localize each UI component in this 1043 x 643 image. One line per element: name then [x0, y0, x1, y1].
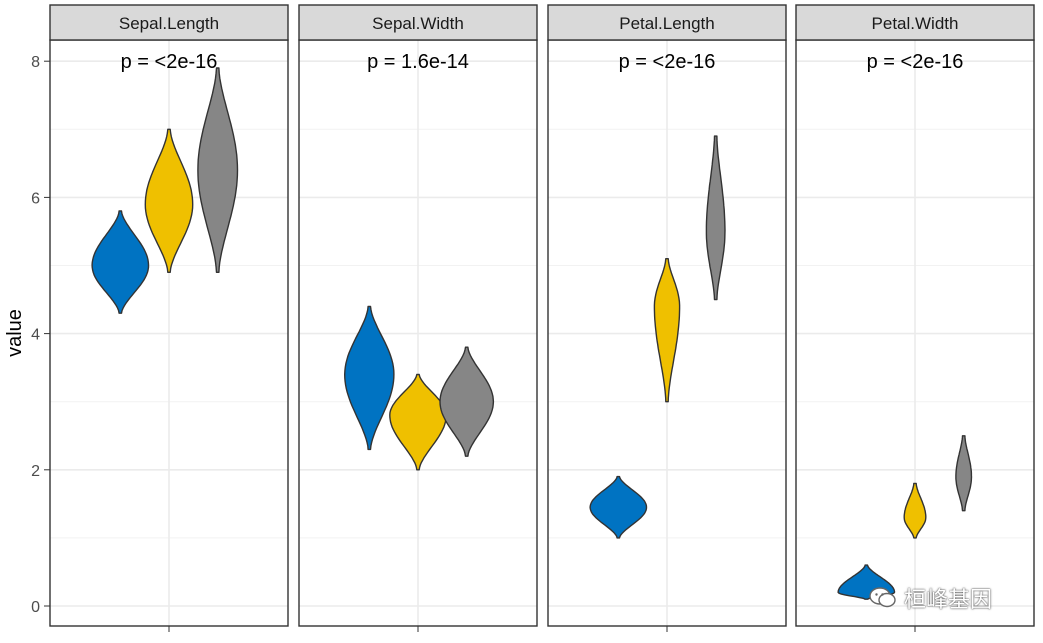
violin-group-3 [197, 67, 239, 273]
panel-sepal-length: Sepal.Length p = <2e-16 [49, 4, 289, 632]
watermark-text: 桓峰基因 [904, 588, 993, 613]
y-tick-label: 4 [31, 327, 40, 344]
strip-label: Sepal.Width [372, 14, 464, 33]
violin-group-2 [653, 258, 681, 403]
violin-group-2 [144, 128, 194, 273]
strip-label: Petal.Width [872, 14, 959, 33]
p-value-annotation: p = <2e-16 [867, 51, 964, 73]
strip-label: Petal.Length [619, 14, 714, 33]
y-tick-label: 2 [31, 463, 40, 480]
violin-group-3 [705, 135, 726, 301]
violin-group-1 [589, 475, 648, 539]
wechat-icon [869, 587, 896, 608]
strip-background [795, 4, 1035, 41]
panel-sepal-width: Sepal.Width p = 1.6e-14 [298, 4, 538, 632]
strip-background [49, 4, 289, 41]
p-value-annotation: p = 1.6e-14 [367, 51, 469, 73]
p-value-annotation: p = <2e-16 [619, 51, 716, 73]
strip-label: Sepal.Length [119, 14, 219, 33]
violin-group-1 [91, 210, 150, 314]
violin-group-3 [955, 435, 973, 512]
strip-background [298, 4, 538, 41]
strip-background [547, 4, 787, 41]
y-tick-label: 0 [31, 599, 40, 616]
p-value-annotation: p = <2e-16 [121, 51, 218, 73]
y-tick-label: 8 [31, 54, 40, 71]
violin-group-3 [439, 346, 495, 457]
y-axis-title: value [4, 309, 26, 357]
watermark: 桓峰基因 [868, 580, 1018, 616]
panel-petal-length: Petal.Length p = <2e-16 [547, 4, 787, 632]
panel-petal-width: Petal.Width p = <2e-16 [795, 4, 1035, 632]
violin-group-1 [344, 305, 395, 451]
violin-group-2 [389, 373, 447, 471]
y-tick-label: 6 [31, 190, 40, 207]
violin-group-2 [903, 482, 927, 539]
